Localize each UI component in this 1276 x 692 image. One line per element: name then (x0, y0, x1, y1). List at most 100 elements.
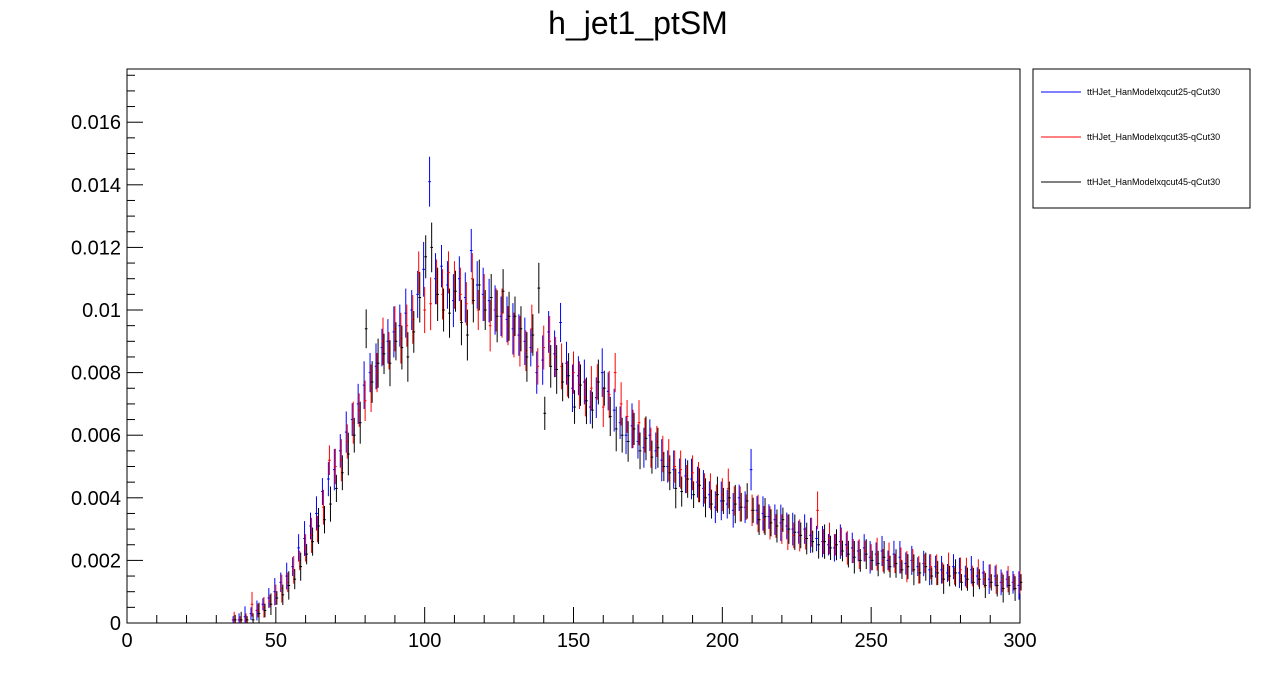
data-point (757, 504, 761, 535)
data-point (251, 613, 255, 623)
y-tick-label: 0.016 (71, 112, 121, 134)
data-point (662, 451, 666, 482)
data-point (978, 569, 981, 590)
legend-item: ttHJet_HanModelxqcut25-qCut30 (1041, 87, 1220, 97)
data-point (525, 332, 529, 382)
data-point (624, 416, 628, 455)
x-tick-label: 200 (706, 630, 739, 652)
data-point (601, 387, 605, 428)
data-point (632, 412, 636, 445)
data-point (763, 498, 767, 536)
data-point (739, 492, 743, 522)
data-point (376, 338, 380, 388)
data-point (948, 565, 951, 587)
y-tick-label: 0.014 (71, 175, 121, 197)
data-point (591, 391, 594, 429)
data-point (382, 333, 386, 375)
data-point (579, 364, 582, 406)
data-point (531, 314, 535, 356)
data-point (679, 450, 682, 489)
data-point (799, 522, 803, 549)
data-point (585, 377, 588, 425)
series-2 (232, 251, 1022, 623)
data-point (424, 235, 428, 279)
data-point (239, 611, 243, 623)
data-point (614, 406, 618, 452)
data-point (638, 432, 642, 470)
data-point (966, 567, 969, 591)
data-point (536, 348, 540, 385)
data-point (805, 522, 809, 555)
data-point (440, 244, 443, 288)
data-point (412, 311, 416, 353)
data-point (447, 251, 450, 294)
data-point (363, 380, 367, 421)
data-point (548, 316, 552, 367)
data-point (328, 445, 331, 476)
data-point (769, 509, 773, 537)
data-point (888, 555, 892, 578)
data-point (612, 388, 616, 432)
data-point (573, 390, 576, 424)
data-point (847, 540, 850, 568)
data-point (644, 416, 648, 461)
data-point (983, 572, 987, 599)
data-point (960, 574, 963, 591)
data-point (549, 344, 553, 388)
data-point (727, 481, 731, 515)
chart-title: h_jet1_ptSM (548, 5, 728, 41)
data-point (906, 554, 910, 580)
data-point (315, 496, 318, 531)
data-point (899, 547, 903, 574)
data-point (488, 299, 492, 352)
data-point (680, 476, 684, 507)
data-point (417, 251, 421, 294)
data-point (370, 361, 374, 403)
data-point (489, 274, 493, 321)
data-point (275, 591, 279, 605)
data-point (637, 400, 641, 446)
data-point (924, 552, 928, 581)
data-point (733, 484, 737, 524)
data-point (346, 432, 350, 476)
series-1 (231, 156, 1021, 623)
legend-label: ttHJet_HanModelxqcut35-qCut30 (1087, 132, 1220, 142)
data-point (710, 489, 713, 519)
data-point (918, 562, 922, 584)
data-point (466, 309, 469, 361)
x-axis: 0 50 100 150 200 250 300 (121, 607, 1037, 652)
y-tick-label: 0.006 (71, 425, 121, 447)
legend: ttHJet_HanModelxqcut25-qCut30 ttHJet_HanM… (1032, 68, 1251, 209)
data-point (418, 272, 422, 323)
data-point (245, 616, 249, 623)
data-point (400, 325, 404, 370)
series-layer (231, 156, 1023, 623)
data-point (692, 481, 695, 509)
data-point (555, 345, 559, 394)
data-point (352, 417, 356, 453)
data-point (853, 541, 856, 574)
data-point (257, 602, 261, 623)
data-point (448, 288, 451, 338)
data-point (650, 440, 654, 474)
data-point (686, 460, 689, 498)
data-point (305, 543, 308, 565)
data-point (600, 348, 604, 397)
data-point (841, 540, 844, 562)
data-point (1007, 575, 1011, 595)
data-point (930, 567, 934, 585)
data-point (816, 491, 819, 530)
data-point (954, 559, 957, 587)
data-point (519, 306, 523, 352)
data-point (317, 507, 320, 545)
data-point (299, 552, 303, 581)
data-point (358, 401, 362, 444)
data-point (691, 455, 694, 491)
data-point (513, 296, 517, 337)
x-tick-label: 100 (408, 630, 441, 652)
data-point (656, 427, 660, 468)
data-point (864, 539, 868, 570)
data-point (972, 567, 975, 597)
data-point (936, 560, 940, 585)
data-point (250, 591, 254, 617)
